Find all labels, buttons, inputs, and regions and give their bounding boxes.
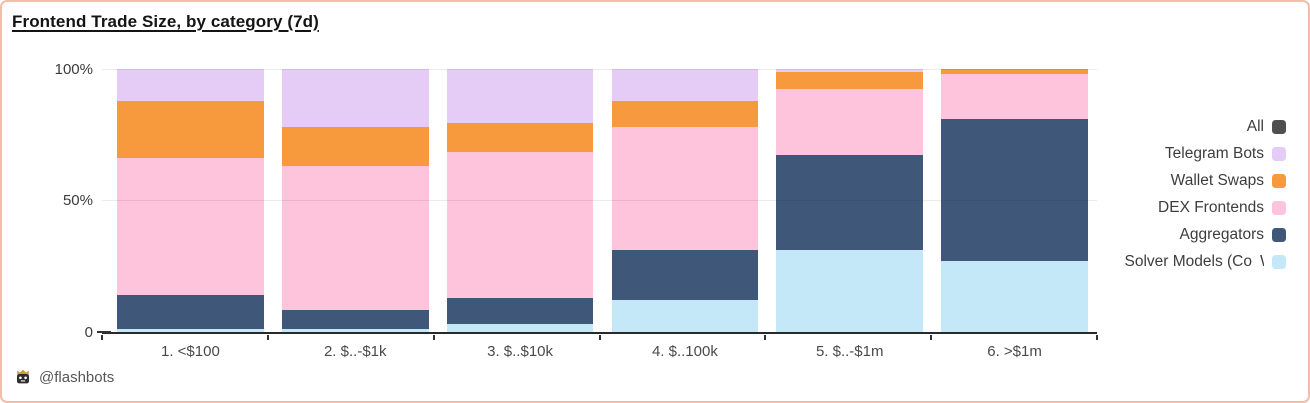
legend: All Telegram Bots Wallet Swaps DEX Front… — [1124, 113, 1286, 275]
bar-1 — [117, 69, 264, 332]
bar-segment-telegram-bots — [117, 69, 264, 101]
bar-segment-aggregators — [776, 154, 924, 251]
bar-4 — [611, 69, 759, 332]
bar-segment-telegram-bots — [281, 69, 429, 127]
bar-segment-dex-frontends — [776, 88, 924, 155]
bar-segment-wallet-swaps — [117, 100, 264, 159]
x-axis-tick — [598, 335, 601, 340]
bar-segment-dex-frontends — [117, 158, 264, 296]
x-axis-tick — [764, 335, 767, 340]
x-axis-tick — [930, 335, 933, 340]
x-label-5: 5. $..-$1m — [815, 343, 884, 360]
x-label-6: 6. >$1m — [987, 343, 1042, 360]
legend-swatch-aggregators — [1272, 227, 1286, 242]
bar-segment-solver-models-cow — [446, 324, 594, 332]
legend-label-all: All — [1246, 117, 1264, 135]
legend-item-telegram-bots[interactable]: Telegram Bots — [1165, 140, 1286, 167]
bar-slot-1 — [108, 69, 273, 332]
bar-segment-dex-frontends — [446, 151, 594, 298]
bar-slot-5 — [767, 69, 932, 332]
gridline-50 — [102, 200, 1097, 201]
bar-segment-aggregators — [117, 295, 264, 330]
bar-segment-telegram-bots — [776, 69, 924, 72]
bar-segment-solver-models-cow — [281, 329, 429, 332]
legend-label-telegram-bots: Telegram Bots — [1164, 144, 1264, 162]
x-label-4: 4. $..100k — [651, 343, 718, 360]
chart-title: Frontend Trade Size, by category (7d) — [12, 12, 319, 31]
x-axis-tick — [101, 335, 103, 340]
legend-item-all[interactable]: All — [1247, 113, 1286, 140]
bar-segment-aggregators — [446, 297, 594, 325]
bar-segment-wallet-swaps — [281, 126, 429, 167]
bar-segment-aggregators — [941, 118, 1088, 261]
gridline-100 — [102, 69, 1097, 70]
x-axis-tick — [266, 335, 269, 340]
bar-segment-telegram-bots — [611, 69, 759, 101]
bar-segment-solver-models-cow — [776, 250, 924, 332]
legend-item-wallet-swaps[interactable]: Wallet Swaps — [1171, 167, 1286, 194]
bar-3 — [446, 69, 594, 332]
y-zero-tick — [97, 331, 111, 333]
bar-segment-aggregators — [281, 309, 429, 330]
bar-segment-telegram-bots — [446, 69, 594, 123]
bar-segment-wallet-swaps — [611, 100, 759, 127]
watermark-text: @flashbots — [39, 368, 115, 386]
bar-slot-6 — [932, 69, 1097, 332]
bar-segment-wallet-swaps — [446, 122, 594, 152]
x-axis-line — [102, 332, 1097, 334]
x-axis-labels: 1. <$100 2. $..-$1k 3. $..$10k 4. $..100… — [102, 343, 1097, 360]
legend-swatch-all — [1272, 119, 1286, 134]
bars-row — [102, 69, 1097, 332]
bar-segment-aggregators — [611, 250, 759, 301]
legend-label-solver-models-clipped: W — [1260, 253, 1264, 271]
legend-swatch-wallet-swaps — [1272, 173, 1286, 188]
legend-label-wallet-swaps: Wallet Swaps — [1170, 171, 1264, 189]
bar-segment-dex-frontends — [941, 74, 1088, 119]
flashbots-robot-crown-icon — [17, 369, 29, 384]
bar-6 — [941, 69, 1088, 332]
legend-label-dex-frontends: DEX Frontends — [1158, 198, 1264, 216]
bar-segment-dex-frontends — [281, 166, 429, 310]
legend-swatch-telegram-bots — [1272, 146, 1286, 161]
bar-slot-3 — [438, 69, 603, 332]
plot-area — [97, 69, 1098, 340]
x-label-1: 1. <$100 — [161, 343, 220, 360]
legend-swatch-dex-frontends — [1272, 200, 1286, 215]
bar-slot-2 — [273, 69, 438, 332]
watermark: @flashbots — [14, 368, 114, 386]
legend-item-aggregators[interactable]: Aggregators — [1180, 221, 1286, 248]
bar-2 — [281, 69, 429, 332]
bar-segment-solver-models-cow — [941, 261, 1088, 332]
bar-segment-solver-models-cow — [117, 329, 264, 332]
legend-label-solver-models: Solver Models (Co — [1124, 252, 1253, 270]
y-tick-50: 50% — [62, 192, 93, 209]
bar-segment-wallet-swaps — [776, 71, 924, 89]
bar-slot-4 — [602, 69, 767, 332]
legend-item-dex-frontends[interactable]: DEX Frontends — [1158, 194, 1286, 221]
bar-segment-dex-frontends — [611, 126, 759, 251]
bar-segment-wallet-swaps — [941, 69, 1088, 75]
y-tick-0: 0 — [84, 324, 93, 341]
legend-item-solver-models[interactable]: Solver Models (Co W — [1124, 248, 1286, 275]
y-tick-100: 100% — [54, 61, 93, 78]
x-axis-tick — [432, 335, 435, 340]
x-axis-tick — [1096, 335, 1098, 340]
x-label-2: 2. $..-$1k — [323, 343, 387, 360]
legend-label-aggregators: Aggregators — [1179, 225, 1264, 243]
bar-5 — [776, 69, 924, 332]
x-label-3: 3. $..$10k — [487, 343, 554, 360]
legend-swatch-solver-models — [1272, 254, 1286, 269]
bar-segment-solver-models-cow — [611, 300, 759, 332]
